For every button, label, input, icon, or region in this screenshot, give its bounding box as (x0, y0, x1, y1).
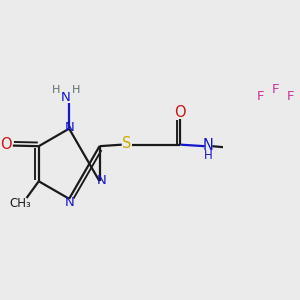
Text: F: F (286, 90, 294, 103)
Text: N: N (64, 121, 74, 134)
Text: N: N (65, 196, 75, 209)
Text: O: O (0, 137, 12, 152)
Text: S: S (122, 136, 132, 151)
Text: CH₃: CH₃ (10, 197, 31, 210)
Text: F: F (272, 83, 279, 97)
Text: H: H (204, 149, 212, 162)
Text: F: F (257, 90, 265, 103)
Text: O: O (175, 104, 186, 119)
Text: N: N (97, 174, 106, 187)
Text: H: H (72, 85, 80, 95)
Text: N: N (61, 91, 71, 104)
Text: H: H (52, 85, 61, 95)
Text: N: N (203, 138, 214, 153)
